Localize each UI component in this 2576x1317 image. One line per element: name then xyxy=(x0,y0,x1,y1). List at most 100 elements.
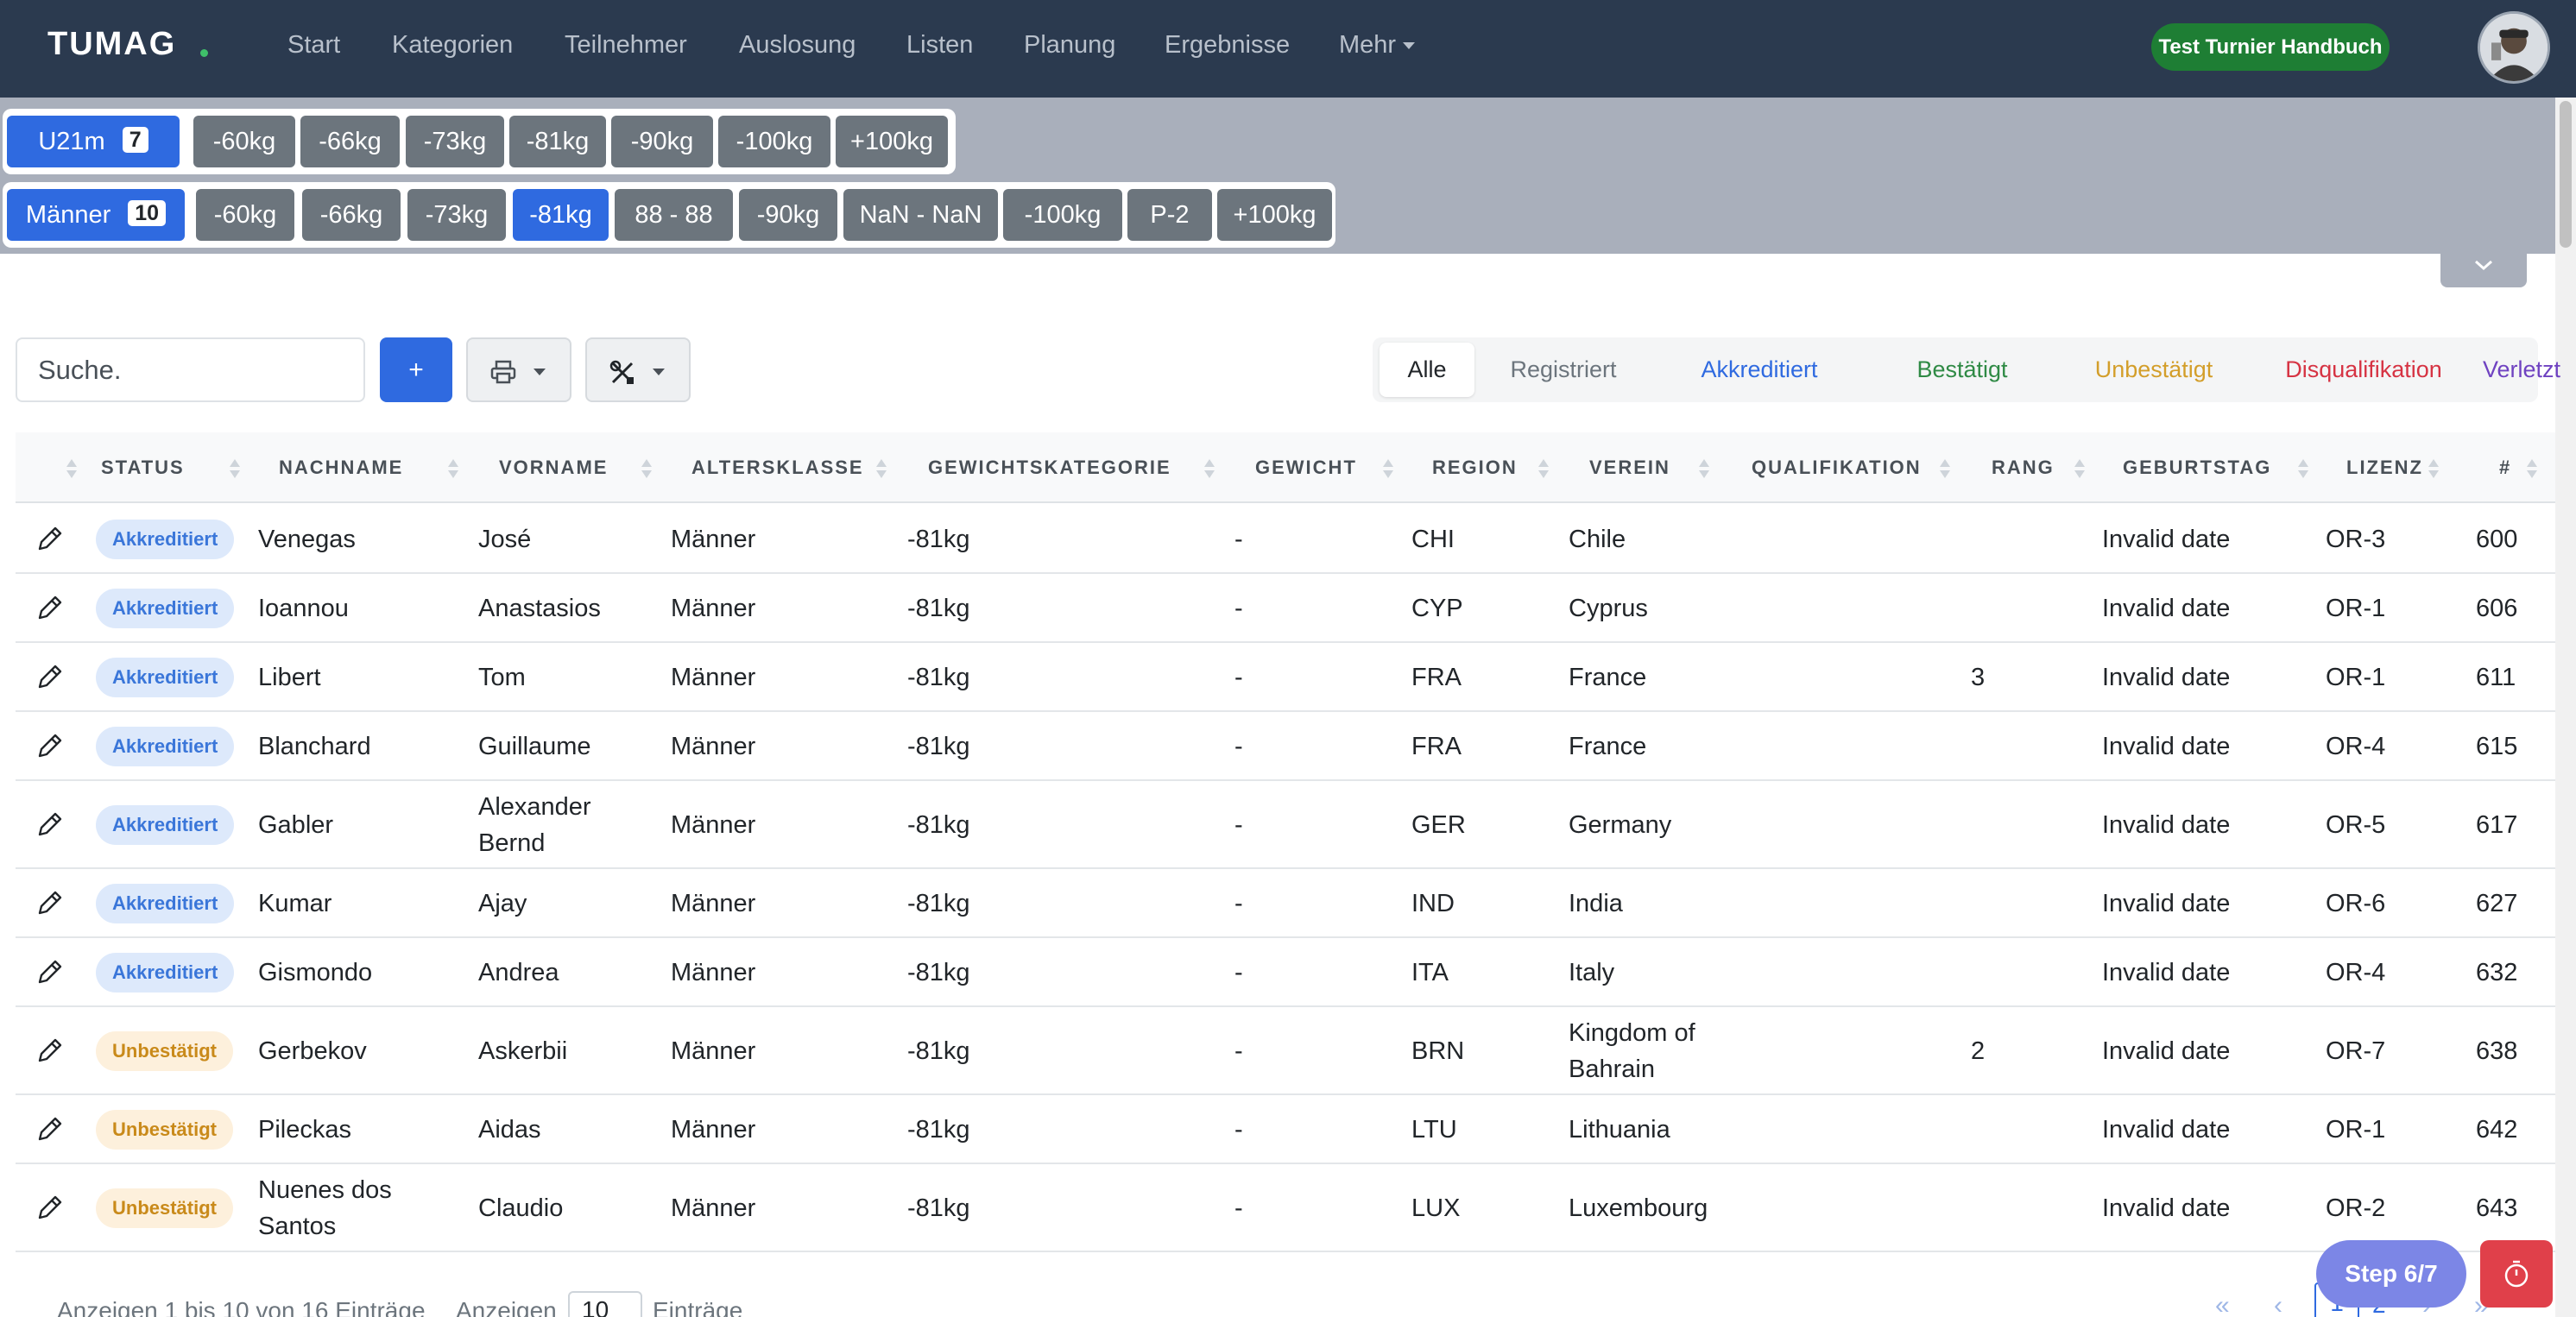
nav-more-dropdown[interactable]: Mehr xyxy=(1339,31,1416,60)
sort-icon[interactable] xyxy=(2297,457,2309,480)
column-header-geburtstag[interactable]: GEBURTSTAG xyxy=(2123,457,2272,478)
status-filter-alle[interactable]: Alle xyxy=(1380,343,1474,397)
status-filter-akkreditiert[interactable]: Akkreditiert xyxy=(1701,356,1818,382)
column-header-rang[interactable]: RANG xyxy=(1992,457,2055,478)
tools-dropdown-button[interactable] xyxy=(585,337,691,402)
cell-vorname: Askerbii xyxy=(478,1037,568,1065)
cell-gewicht: - xyxy=(1234,595,1243,622)
status-filter-verletzt[interactable]: Verletzt xyxy=(2483,356,2561,382)
edit-pencil-icon[interactable] xyxy=(35,1037,64,1066)
weight-chip[interactable]: -100kg xyxy=(718,116,830,167)
cell-region: BRN xyxy=(1411,1037,1465,1065)
weight-chip[interactable]: -60kg xyxy=(193,116,295,167)
edit-pencil-icon[interactable] xyxy=(35,525,64,554)
sort-icon[interactable] xyxy=(447,457,459,480)
column-header-altersklasse[interactable]: ALTERSKLASSE xyxy=(691,457,864,478)
status-filter-bestätigt[interactable]: Bestätigt xyxy=(1916,356,2008,382)
edit-pencil-icon[interactable] xyxy=(35,1194,64,1223)
sort-icon[interactable] xyxy=(66,457,78,480)
page-scrollbar[interactable] xyxy=(2555,98,2576,1317)
edit-pencil-icon[interactable] xyxy=(35,594,64,623)
user-avatar[interactable] xyxy=(2478,11,2550,84)
edit-pencil-icon[interactable] xyxy=(35,889,64,918)
column-header-vorname[interactable]: VORNAME xyxy=(499,457,609,478)
weight-chip[interactable]: -100kg xyxy=(1003,189,1122,241)
age-group-chip[interactable]: U21m 7 xyxy=(7,116,180,167)
column-header-region[interactable]: REGION xyxy=(1432,457,1518,478)
weight-chip[interactable]: -90kg xyxy=(611,116,713,167)
weight-chip[interactable]: +100kg xyxy=(1217,189,1332,241)
status-badge: Akkreditiert xyxy=(96,805,235,845)
weight-chip[interactable]: -73kg xyxy=(407,189,506,241)
page-scrollbar-thumb[interactable] xyxy=(2560,101,2572,248)
column-header-lizenz[interactable]: LIZENZ xyxy=(2346,457,2423,478)
age-group-label: Männer xyxy=(25,201,111,229)
weight-chip[interactable]: -66kg xyxy=(302,189,401,241)
search-input[interactable] xyxy=(16,337,365,402)
sort-icon[interactable] xyxy=(1203,457,1215,480)
column-header-qualifikation[interactable]: QUALIFIKATION xyxy=(1752,457,1922,478)
sort-icon[interactable] xyxy=(1698,457,1710,480)
cell-altersklasse: Männer xyxy=(671,1194,756,1222)
weight-chip[interactable]: 88 - 88 xyxy=(615,189,733,241)
column-header-nachname[interactable]: NACHNAME xyxy=(279,457,404,478)
cell-lizenz: OR-6 xyxy=(2326,890,2386,917)
cell-vorname: Claudio xyxy=(478,1194,564,1222)
weight-chip[interactable]: -81kg xyxy=(509,116,606,167)
sort-icon[interactable] xyxy=(1939,457,1951,480)
nav-item-listen[interactable]: Listen xyxy=(906,31,974,59)
add-participant-button[interactable]: + xyxy=(380,337,452,402)
status-filter-disqualifikation[interactable]: Disqualifikation xyxy=(2285,356,2442,382)
sort-icon[interactable] xyxy=(2526,457,2538,480)
page-size-select[interactable]: 10 xyxy=(568,1291,642,1317)
previous-page-icon[interactable]: ‹ xyxy=(2274,1291,2282,1317)
nav-item-start[interactable]: Start xyxy=(287,31,341,59)
edit-pencil-icon[interactable] xyxy=(35,958,64,987)
edit-pencil-icon[interactable] xyxy=(35,732,64,761)
column-header-status[interactable]: STATUS xyxy=(101,457,185,478)
status-filter-registriert[interactable]: Registriert xyxy=(1510,356,1617,382)
weight-chip[interactable]: +100kg xyxy=(836,116,948,167)
age-group-label: U21m xyxy=(38,128,105,155)
weight-chip[interactable]: -73kg xyxy=(406,116,504,167)
nav-item-auslosung[interactable]: Auslosung xyxy=(739,31,856,59)
sort-icon[interactable] xyxy=(2428,457,2440,480)
edit-pencil-icon[interactable] xyxy=(35,810,64,840)
nav-item-ergebnisse[interactable]: Ergebnisse xyxy=(1165,31,1291,59)
column-header-verein[interactable]: VEREIN xyxy=(1589,457,1670,478)
stopwatch-icon xyxy=(2504,1260,2529,1288)
column-header-nr[interactable]: # xyxy=(2499,457,2512,478)
table-row: Akkreditiert Gismondo Andrea Männer -81kg - IT… xyxy=(16,938,2555,1007)
nav-item-teilnehmer[interactable]: Teilnehmer xyxy=(565,31,687,59)
column-header-gewichtskategorie[interactable]: GEWICHTSKATEGORIE xyxy=(928,457,1171,478)
cell-lizenz: OR-4 xyxy=(2326,733,2386,760)
sort-icon[interactable] xyxy=(875,457,887,480)
weight-chip[interactable]: -90kg xyxy=(739,189,837,241)
sort-icon[interactable] xyxy=(2074,457,2086,480)
print-dropdown-button[interactable] xyxy=(466,337,571,402)
column-header-gewicht[interactable]: GEWICHT xyxy=(1255,457,1357,478)
weight-chip[interactable]: NaN - NaN xyxy=(843,189,998,241)
nav-item-kategorien[interactable]: Kategorien xyxy=(392,31,514,59)
sort-icon[interactable] xyxy=(1537,457,1550,480)
sort-icon[interactable] xyxy=(229,457,241,480)
sort-icon[interactable] xyxy=(1382,457,1394,480)
cell-vorname: Aidas xyxy=(478,1116,541,1144)
tour-step-button[interactable]: Step 6/7 xyxy=(2316,1240,2466,1308)
collapse-filter-button[interactable] xyxy=(2440,246,2527,287)
timer-button[interactable] xyxy=(2480,1240,2553,1308)
weight-chip[interactable]: -81kg xyxy=(513,189,609,241)
first-page-icon[interactable]: « xyxy=(2215,1291,2230,1317)
sort-icon[interactable] xyxy=(641,457,653,480)
cell-nr: 638 xyxy=(2476,1037,2518,1065)
weight-chip[interactable]: -66kg xyxy=(300,116,400,167)
weight-chip[interactable]: P-2 xyxy=(1127,189,1212,241)
tournament-button[interactable]: Test Turnier Handbuch xyxy=(2151,23,2390,71)
nav-item-planung[interactable]: Planung xyxy=(1024,31,1116,59)
edit-pencil-icon[interactable] xyxy=(35,1115,64,1144)
edit-pencil-icon[interactable] xyxy=(35,663,64,692)
weight-chip[interactable]: -60kg xyxy=(196,189,294,241)
brand-logo[interactable]: TUMAG xyxy=(47,26,177,62)
age-group-chip[interactable]: Männer 10 xyxy=(7,189,185,241)
status-filter-unbestätigt[interactable]: Unbestätigt xyxy=(2094,356,2213,382)
